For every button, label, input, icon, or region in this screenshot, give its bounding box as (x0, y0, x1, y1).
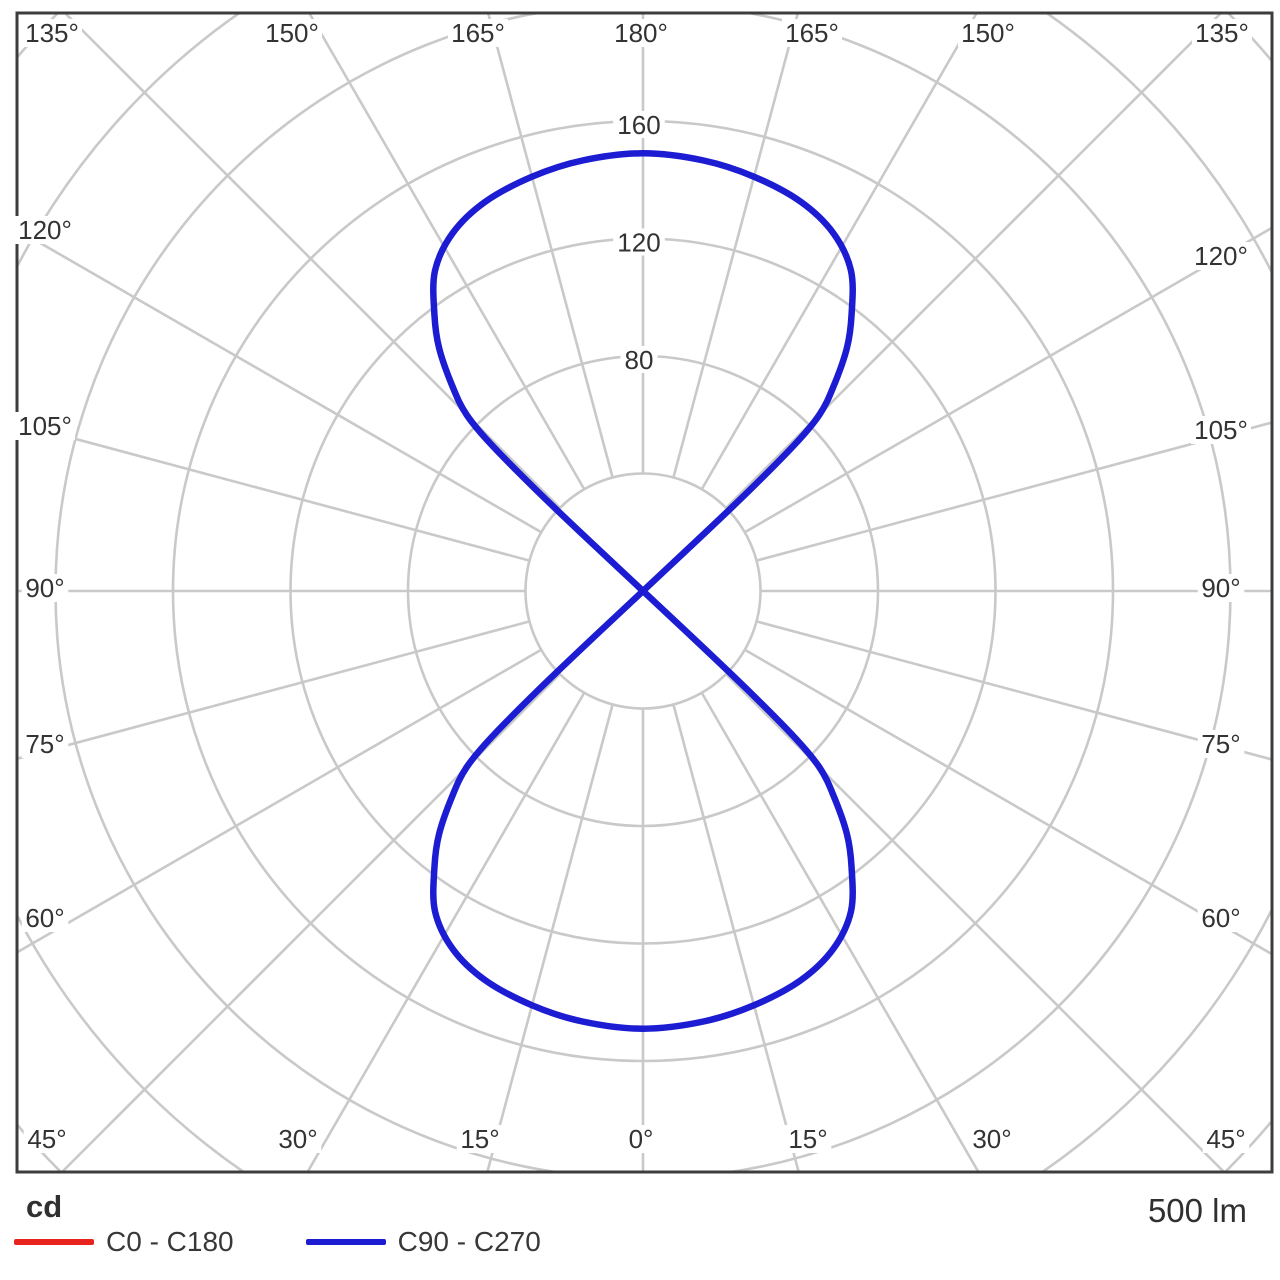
grid-spoke-15 (672, 704, 801, 1172)
angle-label-right-0-bg (1190, 242, 1252, 270)
angle-label-left-4-bg (21, 904, 69, 932)
legend-swatch-c90 (305, 1239, 386, 1245)
grid-spoke-330 (306, 692, 586, 1172)
angle-label-top-0: 135° (25, 18, 79, 48)
grid-spoke-300 (17, 648, 542, 954)
angle-label-right-2: 90° (1201, 573, 1240, 603)
angle-label-bottom-4: 15° (788, 1124, 827, 1154)
grid-spoke-195 (486, 13, 614, 478)
angle-label-bottom-3-bg (624, 1125, 658, 1153)
angle-label-left-4: 60° (25, 903, 64, 933)
angle-label-left-1-bg (14, 412, 76, 440)
grid-spoke-105 (756, 421, 1272, 562)
angle-label-bottom-0: 45° (27, 1124, 66, 1154)
angle-label-top-4: 165° (785, 18, 839, 48)
angle-label-bottom-6-bg (1202, 1125, 1250, 1153)
angle-label-left-0-bg (14, 216, 76, 244)
angle-label-left-0: 120° (18, 215, 72, 245)
radial-axis-labels: 80 120 160 (613, 110, 665, 375)
angle-label-top-5-bg (957, 19, 1019, 47)
angle-label-top-1: 150° (265, 18, 319, 48)
angle-label-top-3: 180° (614, 18, 668, 48)
angle-label-right-2-bg (1197, 574, 1245, 602)
angle-label-bottom-6: 45° (1206, 1124, 1245, 1154)
radial-label-bg-160 (613, 111, 665, 138)
grid-spoke-150 (700, 13, 979, 490)
angle-label-right-1: 105° (1194, 415, 1248, 445)
angle-label-left-3-bg (21, 730, 69, 758)
angle-label-top-2-bg (447, 19, 509, 47)
radial-label-80: 80 (625, 345, 654, 375)
angle-label-right-4-bg (1197, 904, 1245, 932)
grid-spoke-255 (17, 421, 530, 562)
angle-label-bottom-5: 30° (972, 1124, 1011, 1154)
angle-label-bottom-4-bg (784, 1125, 832, 1153)
angle-label-top-3-bg (610, 19, 672, 47)
angle-label-top-1-bg (261, 19, 323, 47)
radial-label-bg-80 (620, 346, 658, 373)
angle-label-top-5: 150° (961, 18, 1015, 48)
grid-spoke-165 (672, 13, 800, 478)
radial-label-160: 160 (617, 110, 660, 140)
angle-label-top-6-bg (1191, 19, 1253, 47)
radial-label-bg-120 (613, 228, 665, 256)
angle-label-left-1: 105° (18, 411, 72, 441)
flux-label: 500 lm (1147, 1192, 1247, 1229)
grid-spoke-210 (307, 13, 586, 490)
angle-label-left-2-bg (21, 574, 69, 602)
angle-label-right-0: 120° (1194, 241, 1248, 271)
angle-label-bottom-3: 0° (629, 1124, 654, 1154)
legend-swatch-c0 (14, 1239, 94, 1245)
angle-label-bottom-1-bg (274, 1125, 322, 1153)
grid-spoke-345 (485, 704, 614, 1172)
angle-label-right-4: 60° (1201, 903, 1240, 933)
unit-label: cd (26, 1189, 63, 1224)
angle-label-left-3: 75° (25, 729, 64, 759)
grid-spoke-285 (17, 620, 530, 761)
legend-label-c0: C0 - C180 (106, 1226, 234, 1257)
grid-spoke-240 (17, 228, 542, 534)
legend: C0 - C180 C90 - C270 (14, 1226, 541, 1258)
grid-spoke-75 (756, 620, 1272, 761)
grid-spoke-30 (700, 692, 980, 1172)
angle-label-bottom-2-bg (456, 1125, 504, 1153)
angle-label-bottom-2: 15° (460, 1124, 499, 1154)
angle-label-top-6: 135° (1195, 18, 1249, 48)
grid-spoke-60 (744, 648, 1272, 956)
angle-label-bottom-0-bg (23, 1125, 71, 1153)
grid-spoke-120 (744, 226, 1272, 534)
angle-label-top-0-bg (21, 19, 83, 47)
c90-c270-curve (430, 150, 856, 1032)
angle-label-bottom-1: 30° (278, 1124, 317, 1154)
angle-label-top-4-bg (781, 19, 843, 47)
angle-label-left-2: 90° (25, 573, 64, 603)
legend-label-c90: C90 - C270 (397, 1226, 541, 1257)
angle-label-top-2: 165° (451, 18, 505, 48)
angle-label-right-3-bg (1197, 730, 1245, 758)
angle-label-bottom-5-bg (968, 1125, 1016, 1153)
plot-border (15, 11, 1274, 1174)
angle-label-right-1-bg (1190, 416, 1252, 444)
radial-label-120: 120 (617, 228, 660, 258)
angle-label-right-3: 75° (1201, 729, 1240, 759)
angle-axis-labels: 135° 150° 165° 180° 165° 150° 135° 45° 30° 15° 0° 1… (14, 18, 1253, 1154)
